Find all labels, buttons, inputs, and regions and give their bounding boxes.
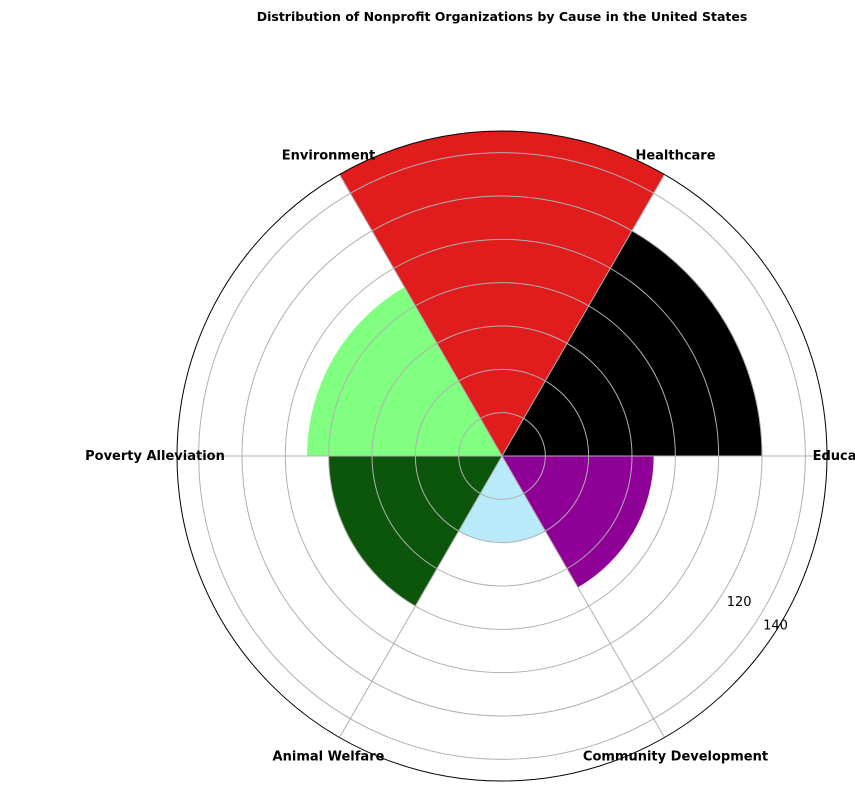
bar-community-development (502, 456, 654, 588)
category-label-healthcare: Healthcare (635, 148, 715, 163)
grid-layer (177, 152, 827, 760)
category-label-poverty-alleviation: Poverty Alleviation (85, 449, 225, 464)
category-label-community-development: Community Development (583, 750, 768, 765)
bar-environment (307, 287, 502, 456)
bar-education (502, 230, 762, 456)
bar-poverty-alleviation (328, 456, 502, 607)
bar-healthcare (339, 131, 665, 457)
grid-spoke (339, 455, 503, 738)
polar-frame (176, 130, 828, 782)
radial-tick-label: 140 (763, 619, 788, 634)
labels-layer: Education Healthcare Environment Poverty Al… (85, 148, 855, 764)
bars-layer (307, 131, 762, 607)
grid-spoke (339, 174, 503, 457)
chart-title: Distribution of Nonprofit Organizations … (257, 9, 748, 24)
category-label-animal-welfare: Animal Welfare (273, 750, 385, 765)
grid-spoke (501, 455, 665, 738)
grid-spoke (501, 174, 665, 457)
category-label-environment: Environment (282, 148, 376, 163)
radial-tick-label: 120 (727, 595, 752, 610)
category-label-education: Education (813, 449, 855, 464)
